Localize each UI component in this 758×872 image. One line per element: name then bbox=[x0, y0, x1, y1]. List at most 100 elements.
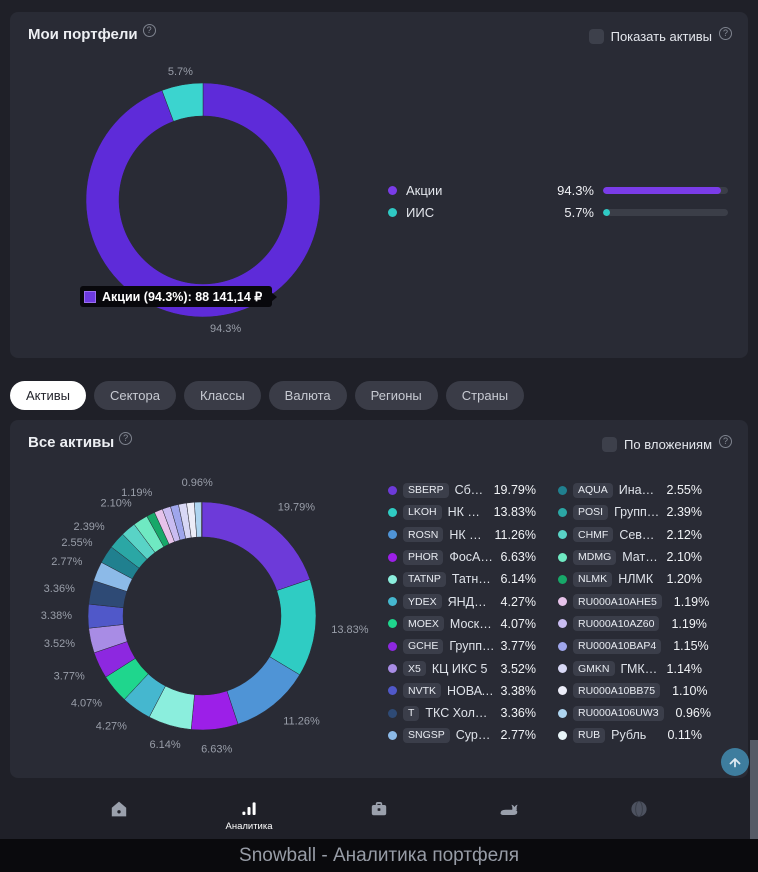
ticker-badge: RU000A10BB75 bbox=[573, 683, 661, 699]
scroll-to-top-button[interactable] bbox=[721, 748, 749, 776]
legend-dot bbox=[558, 597, 567, 607]
asset-percent: 4.07% bbox=[500, 616, 536, 631]
asset-legend-row-TATNP[interactable]: TATNP Татнефт... 6.14% bbox=[388, 568, 536, 590]
nav-item-briefcase[interactable] bbox=[314, 799, 444, 832]
asset-legend-row-YDEX[interactable]: YDEX ЯНДЕКС 4.27% bbox=[388, 590, 536, 612]
asset-percent: 3.36% bbox=[500, 706, 536, 721]
help-icon[interactable]: ? bbox=[719, 27, 732, 40]
tab-0-Активы[interactable]: Активы bbox=[10, 381, 86, 410]
portfolio-legend-row-Акции[interactable]: Акции 94.3% bbox=[388, 179, 728, 201]
asset-legend-row-RUB[interactable]: RUB Рубль 0.11% bbox=[558, 724, 702, 746]
asset-legend-row-MDMG[interactable]: MDMG Мать и д... 2.10% bbox=[558, 546, 702, 568]
legend-name: Акции bbox=[406, 182, 443, 198]
asset-percent: 2.12% bbox=[666, 527, 702, 542]
asset-legend-row-AQUA[interactable]: AQUA Инарктика 2.55% bbox=[558, 479, 702, 501]
help-icon[interactable]: ? bbox=[719, 435, 732, 448]
tab-1-Сектора[interactable]: Сектора bbox=[93, 381, 176, 410]
asset-legend-row-CHMF[interactable]: CHMF Северста... 2.12% bbox=[558, 524, 702, 546]
help-icon[interactable]: ? bbox=[119, 432, 133, 445]
asset-percent: 4.27% bbox=[500, 594, 536, 609]
donut-label-X5: 3.52% bbox=[44, 638, 75, 650]
portfolio-legend-row-ИИС[interactable]: ИИС 5.7% bbox=[388, 201, 728, 223]
by-investments-checkbox[interactable] bbox=[602, 437, 618, 452]
legend-dot bbox=[388, 708, 397, 718]
by-investments-toggle[interactable]: По вложениям ? bbox=[602, 435, 732, 452]
donut-segment-RUB[interactable] bbox=[200, 501, 203, 538]
donut-label-TATNP: 6.14% bbox=[149, 739, 180, 751]
tab-3-Валюта[interactable]: Валюта bbox=[268, 381, 347, 410]
asset-legend-row-PHOR[interactable]: PHOR ФосАгро 6.63% bbox=[388, 546, 536, 568]
donut-label-YDEX: 4.27% bbox=[96, 720, 127, 732]
asset-legend-row-MOEX[interactable]: MOEX Московс... 4.07% bbox=[388, 613, 536, 635]
portfolios-card-title: Мои портфели ? bbox=[28, 24, 156, 43]
portfolios-donut-chart: 94.3% 5.7% bbox=[85, 66, 321, 335]
asset-legend-row-X5[interactable]: X5 КЦ ИКС 5 3.52% bbox=[388, 657, 536, 679]
legend-dot bbox=[388, 730, 397, 740]
show-assets-checkbox[interactable] bbox=[588, 29, 604, 44]
asset-legend-row-POSI[interactable]: POSI Группа По... 2.39% bbox=[558, 501, 702, 523]
legend-dot bbox=[558, 730, 567, 740]
ticker-badge: NLMK bbox=[573, 571, 613, 587]
ticker-badge: GCHE bbox=[403, 638, 444, 654]
ticker-badge: ROSN bbox=[403, 527, 444, 543]
donut-segment-Акции[interactable] bbox=[85, 82, 321, 318]
tab-4-Регионы[interactable]: Регионы bbox=[354, 381, 438, 410]
legend-bar-track bbox=[603, 186, 728, 194]
legend-bar-track bbox=[603, 208, 728, 216]
asset-percent: 2.39% bbox=[666, 505, 702, 520]
donut-label-ИИС: 5.7% bbox=[168, 66, 193, 78]
donut-segment-ИИС[interactable] bbox=[161, 82, 204, 122]
asset-legend-row-SBERP[interactable]: SBERP Сбербан... 19.79% bbox=[388, 479, 536, 501]
donut-segment-NVTK[interactable] bbox=[87, 603, 124, 629]
tab-5-Страны[interactable]: Страны bbox=[445, 381, 525, 410]
legend-name: ИИС bbox=[406, 204, 435, 220]
legend-dot bbox=[558, 507, 567, 517]
donut-label-AQUA: 2.55% bbox=[61, 537, 92, 549]
nav-item-globe[interactable] bbox=[574, 799, 704, 832]
asset-name: НОВАТЭК bbox=[447, 683, 495, 698]
nav-item-analytics[interactable]: Аналитика bbox=[184, 799, 314, 832]
briefcase-icon bbox=[369, 799, 389, 819]
tooltip-text: Акции (94.3%): 88 141,14 ₽ bbox=[102, 290, 263, 304]
asset-percent: 2.10% bbox=[666, 550, 702, 565]
show-assets-toggle[interactable]: Показать активы ? bbox=[588, 27, 732, 44]
asset-legend-row-RU000A10AZ60[interactable]: RU000A10AZ60Р...1.19% bbox=[558, 613, 707, 635]
asset-percent: 6.63% bbox=[500, 550, 536, 565]
asset-legend-row-RU000A10BB75[interactable]: RU000A10BB75Е...1.10% bbox=[558, 680, 708, 702]
asset-legend-row-RU000A106UW3[interactable]: RU000A106UW3...0.96% bbox=[558, 702, 711, 724]
legend-dot bbox=[388, 507, 397, 517]
asset-legend-row-GMKN[interactable]: GMKN ГМК Нор... 1.14% bbox=[558, 657, 702, 679]
nav-item-home[interactable] bbox=[54, 799, 184, 832]
asset-legend-row-SNGSP[interactable]: SNGSP Сургутн... 2.77% bbox=[388, 724, 536, 746]
nav-item-whale[interactable] bbox=[444, 799, 574, 832]
ticker-badge: YDEX bbox=[403, 594, 442, 610]
tab-2-Классы[interactable]: Классы bbox=[183, 381, 261, 410]
legend-dot bbox=[388, 641, 397, 651]
asset-legend-row-RU000A10AHE5[interactable]: RU000A10AHE5...1.19% bbox=[558, 590, 709, 612]
ticker-badge: RU000A10AHE5 bbox=[573, 594, 662, 610]
chevron-up-icon bbox=[729, 758, 741, 768]
asset-legend-row-NLMK[interactable]: NLMK НЛМК 1.20% bbox=[558, 568, 702, 590]
asset-legend-row-LKOH[interactable]: LKOH НК ЛУКО... 13.83% bbox=[388, 501, 536, 523]
asset-percent: 6.14% bbox=[500, 572, 536, 587]
donut-segment-SBERP[interactable] bbox=[201, 501, 311, 591]
donut-label-RU000A106UW3: 0.96% bbox=[182, 477, 213, 489]
asset-percent: 3.77% bbox=[500, 639, 536, 654]
scrollbar-thumb[interactable] bbox=[750, 740, 758, 839]
asset-legend-row-RU000A10BAP4[interactable]: RU000A10BAP4...1.15% bbox=[558, 635, 709, 657]
legend-dot bbox=[388, 185, 397, 195]
asset-legend-row-GCHE[interactable]: GCHE Группа Ч... 3.77% bbox=[388, 635, 536, 657]
asset-percent: 0.11% bbox=[667, 728, 702, 743]
asset-name: ГМК Нор... bbox=[620, 661, 661, 676]
help-icon[interactable]: ? bbox=[142, 24, 156, 37]
donut-segment-LKOH[interactable] bbox=[269, 579, 317, 676]
asset-legend-row-NVTK[interactable]: NVTK НОВАТЭК 3.38% bbox=[388, 680, 536, 702]
asset-name: Группа По... bbox=[614, 505, 660, 520]
ticker-badge: TATNP bbox=[403, 571, 446, 587]
asset-legend-row-T[interactable]: T ТКС Холдинг 3.36% bbox=[388, 702, 536, 724]
donut-label-ROSN: 11.26% bbox=[283, 716, 320, 728]
donut-label-POSI: 2.39% bbox=[74, 521, 105, 533]
asset-legend-row-ROSN[interactable]: ROSN НК Росне... 11.26% bbox=[388, 524, 536, 546]
portfolios-card: Мои портфели ? Показать активы ? 94.3% 5.… bbox=[10, 12, 748, 358]
asset-name: НК ЛУКО... bbox=[447, 505, 488, 520]
